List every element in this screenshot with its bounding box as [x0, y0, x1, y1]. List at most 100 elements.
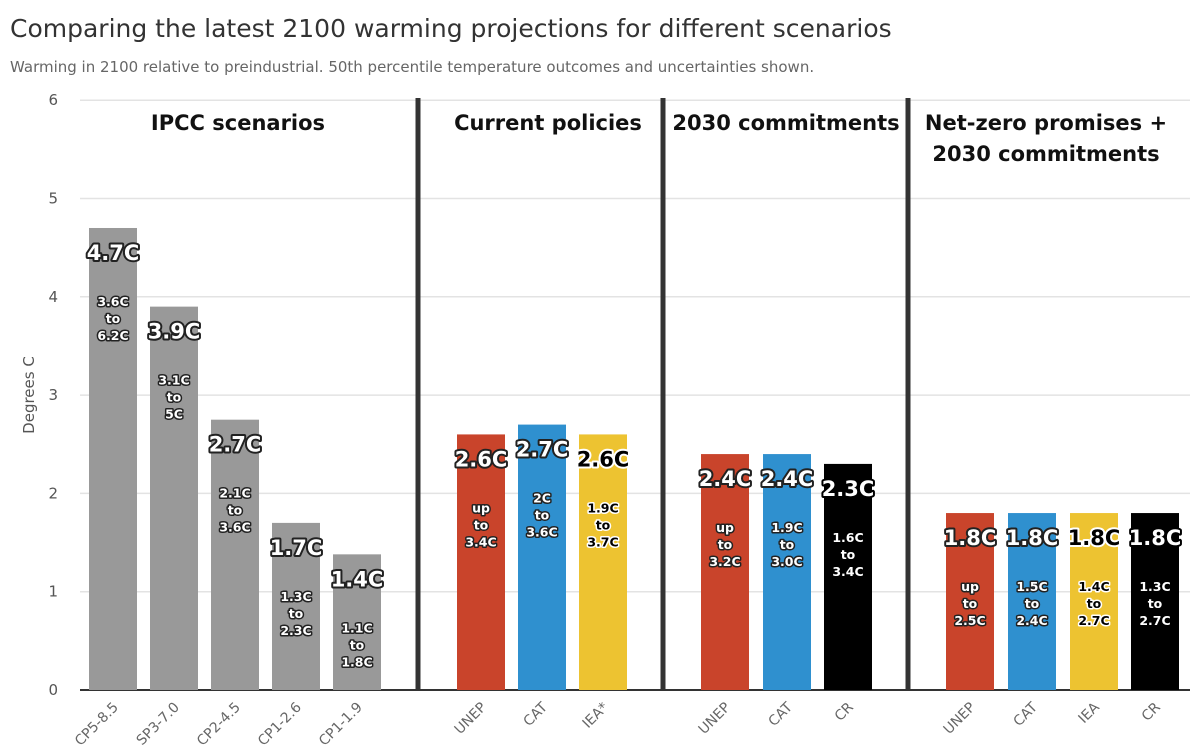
range-label: 2.1C: [219, 486, 250, 501]
range-label: 1.9C: [771, 520, 802, 535]
x-tick-label: CAT: [1011, 699, 1042, 730]
value-label: 2.6C: [577, 447, 630, 471]
section-title: Net-zero promises +: [925, 111, 1167, 135]
range-label: 2.4C: [1016, 613, 1047, 628]
bar: [89, 227, 137, 691]
bar: [211, 419, 259, 690]
x-tick-label: UNEP: [941, 700, 979, 738]
value-label: 3.9C: [148, 320, 201, 344]
range-label: 3.2C: [709, 554, 740, 569]
y-tick-label: 2: [48, 484, 58, 502]
range-label: to: [1148, 596, 1163, 611]
range-label: 1.5C: [1016, 579, 1047, 594]
value-label: 1.8C: [944, 526, 997, 550]
x-tick-label: CP1-2.6: [255, 699, 305, 746]
range-label: to: [841, 547, 856, 562]
bar: [701, 454, 749, 690]
bar: [763, 454, 811, 690]
value-label: 2.6C: [455, 447, 508, 471]
bar: [824, 463, 872, 690]
value-label: 1.4C: [331, 567, 384, 591]
bar: [946, 513, 994, 690]
range-label: up: [961, 579, 979, 594]
y-tick-label: 6: [48, 91, 58, 109]
range-label: to: [596, 517, 611, 532]
range-label: to: [780, 537, 795, 552]
bar: [457, 434, 505, 690]
range-label: to: [350, 637, 365, 652]
range-label: 1.9C: [587, 500, 618, 515]
value-label: 4.7C: [87, 241, 140, 265]
section-title: IPCC scenarios: [151, 111, 325, 135]
y-tick-label: 5: [48, 190, 58, 208]
value-label: 2.4C: [699, 467, 752, 491]
section-title: 2030 commitments: [672, 111, 899, 135]
bar: [1070, 513, 1118, 690]
range-label: 1.3C: [280, 589, 311, 604]
range-label: 2.7C: [1139, 613, 1170, 628]
x-tick-label: CP5-8.5: [72, 700, 122, 746]
range-label: 3.4C: [832, 564, 863, 579]
range-label: 3.4C: [465, 534, 496, 549]
range-label: to: [718, 537, 733, 552]
x-tick-label: IEA*: [580, 700, 612, 732]
x-tick-label: CR: [1139, 699, 1164, 724]
range-label: 1.4C: [1078, 579, 1109, 594]
range-label: to: [474, 517, 489, 532]
range-label: 5C: [165, 407, 183, 422]
range-label: 1.3C: [1139, 579, 1170, 594]
value-label: 2.3C: [822, 477, 875, 501]
value-label: 1.8C: [1068, 526, 1121, 550]
y-tick-label: 1: [48, 583, 58, 601]
x-tick-label: UNEP: [452, 700, 490, 738]
range-label: up: [716, 520, 734, 535]
x-tick-label: SP3-7.0: [134, 700, 183, 746]
x-tick-label: UNEP: [696, 700, 734, 738]
range-label: 2.3C: [280, 623, 311, 638]
range-label: 3.6C: [526, 525, 557, 540]
bar: [150, 306, 198, 690]
range-label: 3.1C: [158, 373, 189, 388]
value-label: 1.8C: [1006, 526, 1059, 550]
range-label: to: [167, 390, 182, 405]
range-label: 3.0C: [771, 554, 802, 569]
range-label: 1.1C: [341, 620, 372, 635]
range-label: 3.6C: [97, 294, 128, 309]
section-divider: [905, 98, 911, 690]
y-tick-label: 0: [48, 681, 58, 699]
range-label: to: [535, 508, 550, 523]
y-axis-label: Degrees C: [20, 356, 38, 434]
section-title: Current policies: [454, 111, 642, 135]
bar: [579, 434, 627, 690]
range-label: 6.2C: [97, 328, 128, 343]
range-label: to: [289, 606, 304, 621]
range-label: 2.7C: [1078, 613, 1109, 628]
bar: [518, 424, 566, 690]
chart-subtitle: Warming in 2100 relative to preindustria…: [10, 58, 815, 76]
range-label: up: [472, 500, 490, 515]
range-label: 3.6C: [219, 520, 250, 535]
range-label: to: [106, 311, 121, 326]
range-label: 2C: [533, 491, 551, 506]
range-label: 3.7C: [587, 534, 618, 549]
range-label: 1.6C: [832, 530, 863, 545]
section-title: 2030 commitments: [932, 142, 1159, 166]
range-label: to: [963, 596, 978, 611]
x-tick-label: CR: [832, 699, 857, 724]
range-label: to: [1025, 596, 1040, 611]
x-tick-label: CAT: [521, 699, 552, 730]
value-label: 2.4C: [761, 467, 814, 491]
value-label: 2.7C: [516, 438, 569, 462]
value-label: 1.7C: [270, 536, 323, 560]
value-label: 2.7C: [209, 433, 262, 457]
y-tick-label: 4: [48, 288, 58, 306]
bar: [333, 554, 381, 690]
range-label: 1.8C: [341, 654, 372, 669]
range-label: to: [228, 503, 243, 518]
x-tick-label: CP1-1.9: [316, 700, 366, 746]
bar: [272, 522, 320, 690]
chart-title: Comparing the latest 2100 warming projec…: [10, 14, 892, 43]
range-label: to: [1087, 596, 1102, 611]
range-label: 2.5C: [954, 613, 985, 628]
